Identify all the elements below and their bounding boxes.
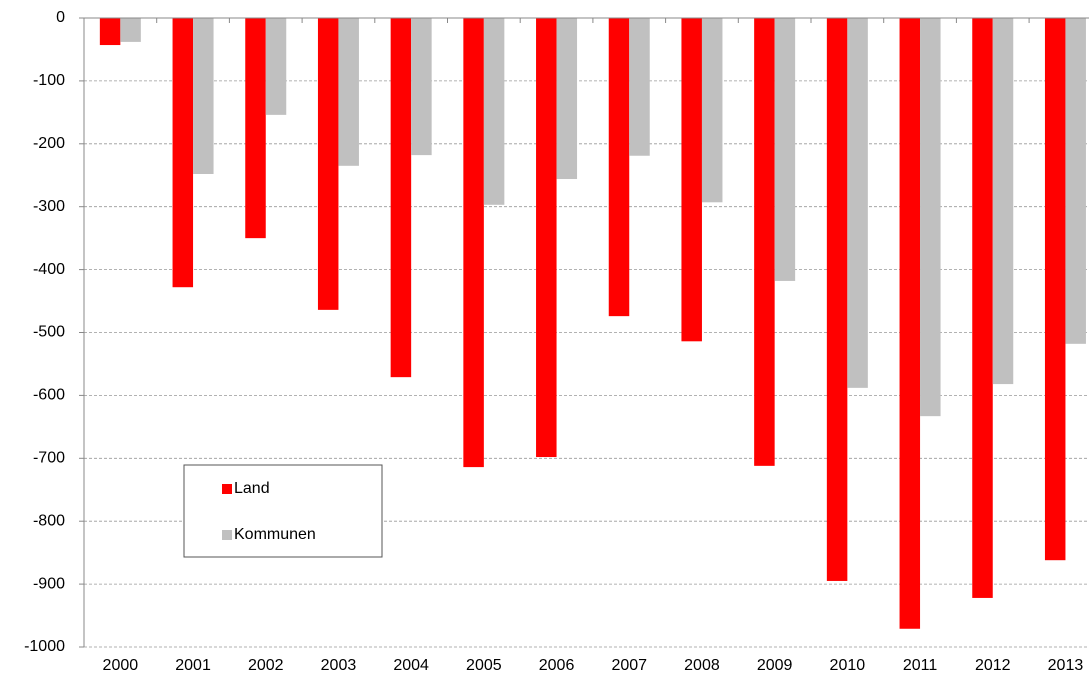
bar: [265, 18, 287, 115]
bar: [992, 18, 1014, 385]
bar: [754, 18, 775, 466]
x-tick-label: 2009: [757, 657, 793, 674]
x-tick-label: 2004: [393, 657, 429, 674]
x-tick-label: 2005: [466, 657, 502, 674]
bar: [629, 18, 650, 156]
x-tick-label: 2002: [248, 657, 284, 674]
y-tick-label: 0: [56, 9, 65, 26]
y-tick-label: -300: [33, 198, 65, 215]
bar: [411, 18, 432, 156]
y-tick-label: -100: [33, 72, 65, 89]
y-tick-label: -1000: [24, 638, 65, 655]
legend-swatch: [222, 484, 232, 494]
x-tick-label: 2013: [1048, 657, 1084, 674]
bar: [920, 18, 941, 417]
x-tick-label: 2001: [175, 657, 211, 674]
legend-label: Land: [234, 480, 270, 497]
bar: [774, 18, 796, 281]
x-tick-label: 2012: [975, 657, 1011, 674]
bar: [701, 18, 723, 203]
bar: [99, 18, 121, 46]
y-tick-label: -700: [33, 450, 65, 467]
bar: [193, 18, 214, 174]
bar: [483, 18, 505, 205]
bar: [681, 18, 702, 342]
y-tick-label: -800: [33, 512, 65, 529]
bar: [1044, 18, 1066, 561]
x-tick-label: 2000: [103, 657, 139, 674]
y-tick-label: -200: [33, 135, 65, 152]
bar: [172, 18, 194, 288]
bar: [608, 18, 630, 317]
x-tick-label: 2003: [321, 657, 357, 674]
x-tick-label: 2007: [611, 657, 647, 674]
y-tick-label: -500: [33, 324, 65, 341]
x-tick-label: 2006: [539, 657, 575, 674]
bar: [972, 18, 993, 598]
bar: [390, 18, 412, 378]
legend-box: [183, 464, 383, 558]
bar: [826, 18, 848, 581]
bar: [556, 18, 578, 180]
legend-label: Kommunen: [234, 526, 316, 543]
bar: [338, 18, 359, 166]
x-tick-label: 2011: [903, 657, 938, 674]
bar: [1065, 18, 1086, 344]
x-tick-label: 2010: [830, 657, 866, 674]
y-tick-label: -400: [33, 261, 65, 278]
bar: [847, 18, 868, 388]
bar: [463, 18, 484, 468]
y-tick-label: -900: [33, 575, 65, 592]
bar: [120, 18, 141, 42]
bar: [245, 18, 266, 239]
x-tick-label: 2008: [684, 657, 720, 674]
bar: [317, 18, 339, 310]
legend-swatch: [222, 530, 232, 540]
bar: [899, 18, 921, 629]
y-tick-label: -600: [33, 387, 65, 404]
bar: [536, 18, 557, 458]
